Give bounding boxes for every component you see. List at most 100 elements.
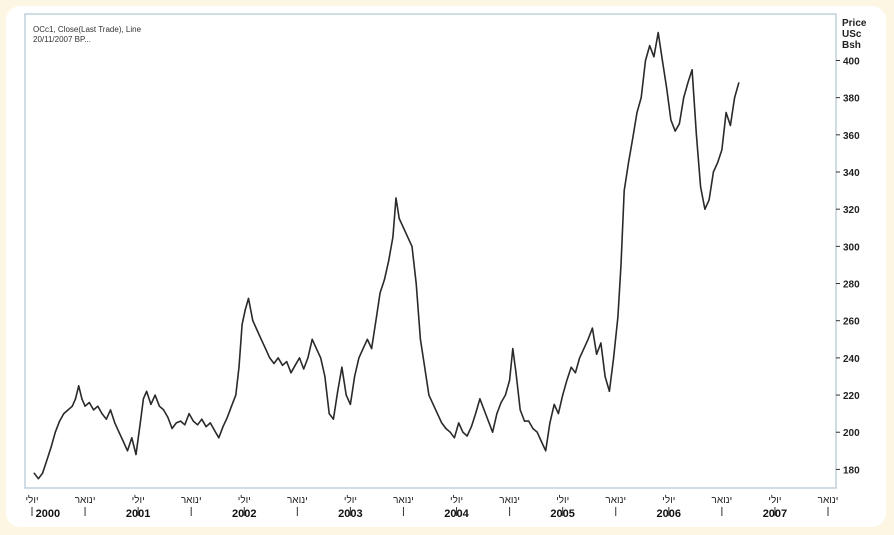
- data-point: [146, 390, 148, 392]
- data-point: [708, 199, 710, 201]
- data-point: [163, 409, 165, 411]
- x-month-label: ינואר: [499, 495, 520, 506]
- data-point: [388, 260, 390, 262]
- data-point: [632, 137, 634, 140]
- x-month-label: יולי: [132, 494, 145, 506]
- x-month-label: יולי: [556, 494, 569, 506]
- data-point: [315, 347, 318, 350]
- x-month-label: ינואר: [393, 495, 414, 506]
- data-point: [226, 416, 228, 418]
- data-point: [175, 422, 177, 424]
- data-point: [114, 422, 116, 424]
- data-point: [512, 347, 514, 350]
- data-point: [549, 422, 551, 424]
- data-point: [184, 424, 186, 426]
- x-year-label: 2001: [126, 508, 150, 520]
- data-point: [475, 413, 477, 415]
- data-point: [118, 431, 120, 433]
- chart-info-text: 20/11/2007 BP...: [33, 35, 91, 44]
- data-point: [84, 405, 86, 407]
- data-point: [201, 418, 203, 420]
- x-month-label: יולי: [25, 494, 38, 506]
- data-point: [532, 427, 534, 430]
- y-tick-label: 320: [843, 205, 860, 216]
- data-point: [570, 366, 572, 368]
- data-point: [695, 134, 697, 136]
- data-point: [587, 338, 589, 340]
- data-point: [666, 87, 668, 89]
- data-point: [303, 368, 305, 370]
- data-point: [33, 472, 35, 474]
- x-year-label: 2006: [657, 508, 681, 520]
- data-point: [379, 292, 381, 294]
- data-point: [712, 171, 714, 173]
- data-point: [683, 97, 685, 99]
- x-year-label: 2005: [550, 508, 574, 520]
- data-point: [213, 429, 216, 431]
- data-point: [566, 379, 568, 381]
- data-point: [126, 450, 129, 452]
- data-point: [307, 357, 309, 359]
- data-point: [264, 347, 267, 350]
- data-point: [557, 413, 560, 415]
- data-point: [320, 357, 322, 359]
- data-point: [445, 427, 447, 430]
- x-year-label: 2002: [232, 508, 256, 520]
- data-point: [479, 398, 481, 400]
- data-point: [500, 401, 502, 404]
- data-point: [286, 361, 288, 363]
- data-point: [523, 420, 526, 422]
- data-point: [54, 431, 56, 433]
- data-point: [600, 342, 602, 344]
- data-point: [345, 394, 347, 396]
- y-tick-label: 240: [843, 354, 860, 365]
- data-point: [591, 327, 593, 329]
- data-point: [358, 357, 360, 359]
- data-point: [504, 394, 506, 396]
- x-month-label: ינואר: [75, 495, 96, 506]
- chart-info-text: OCc1, Close(Last Trade), Line: [33, 25, 142, 34]
- data-point: [738, 82, 740, 84]
- y-tick-label: 400: [843, 56, 860, 67]
- data-point: [579, 357, 581, 359]
- data-point: [238, 366, 240, 368]
- data-point: [636, 111, 638, 114]
- data-point: [150, 403, 152, 405]
- data-point: [366, 338, 368, 340]
- data-point: [717, 162, 719, 164]
- data-point: [574, 372, 577, 374]
- data-point: [88, 401, 90, 404]
- data-point: [154, 394, 156, 396]
- data-point: [383, 279, 385, 281]
- x-month-label: ינואר: [712, 495, 733, 506]
- data-point: [337, 390, 339, 392]
- data-point: [46, 459, 48, 461]
- data-point: [131, 437, 133, 439]
- data-point: [424, 366, 426, 368]
- x-month-label: יולי: [238, 494, 251, 506]
- data-point: [483, 409, 485, 411]
- data-point: [122, 440, 124, 443]
- data-point: [462, 431, 464, 433]
- data-point: [402, 227, 405, 229]
- data-point: [613, 357, 615, 359]
- data-point: [241, 323, 243, 326]
- data-point: [58, 420, 61, 422]
- data-point: [362, 347, 364, 350]
- data-point: [419, 338, 422, 340]
- x-month-label: ינואר: [818, 495, 839, 506]
- data-point: [515, 372, 517, 374]
- data-point: [158, 405, 160, 407]
- data-point: [687, 82, 689, 84]
- data-point: [244, 308, 246, 311]
- data-point: [260, 338, 262, 340]
- data-point: [729, 124, 731, 127]
- data-point: [458, 422, 460, 424]
- x-month-label: ינואר: [287, 495, 308, 506]
- y-axis-title: USc: [842, 29, 862, 40]
- data-point: [640, 97, 642, 99]
- y-tick-label: 300: [843, 242, 860, 253]
- data-point: [63, 413, 65, 415]
- data-point: [496, 413, 498, 415]
